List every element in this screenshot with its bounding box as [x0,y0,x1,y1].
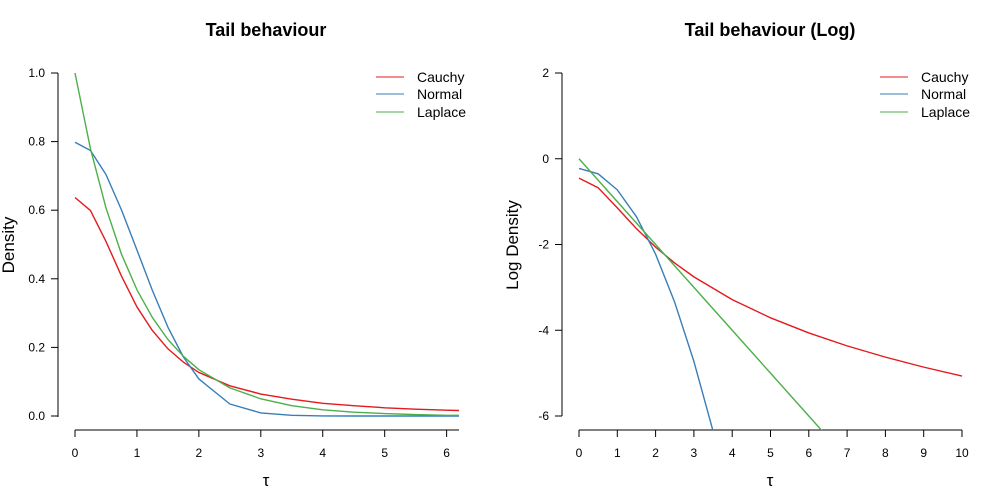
series-line-cauchy [578,177,963,377]
x-tick-label: 0 [576,446,583,460]
legend-label-cauchy: Cauchy [921,69,968,85]
x-tick-label: 4 [319,446,326,460]
chart-title: Tail behaviour (Log) [685,20,856,40]
x-tick-label: 2 [652,446,659,460]
x-tick-label: 8 [882,446,889,460]
y-tick-label: -6 [538,409,549,423]
legend-label-normal: Normal [921,86,966,102]
x-tick-label: 0 [72,446,79,460]
y-tick-label: -2 [538,238,549,252]
y-axis-label: Density [0,216,18,273]
y-tick-label: 0.8 [28,135,45,149]
x-tick-label: 2 [196,446,203,460]
x-tick-label: 6 [805,446,812,460]
x-ticks: 0 1 2 3 4 5 6 [72,430,450,460]
x-tick-label: 10 [955,446,969,460]
x-tick-label: 3 [691,446,698,460]
x-axis-label: τ [263,471,270,490]
x-tick-label: 1 [614,446,621,460]
x-axis-label: τ [767,471,774,490]
series-line-laplace [578,158,823,430]
legend-label-normal: Normal [417,86,462,102]
x-tick-label: 6 [443,446,450,460]
y-tick-label: 0.2 [28,340,45,354]
legend: Cauchy Normal Laplace [880,69,970,120]
x-tick-label: 5 [381,446,388,460]
chart-title: Tail behaviour [206,20,327,40]
x-tick-label: 1 [134,446,141,460]
x-axis: 0 1 2 3 4 5 6 [72,429,459,460]
x-ticks: 0 1 2 3 4 5 6 7 8 9 10 [576,430,969,460]
series-line-cauchy [74,196,460,412]
y-tick-label: 2 [542,66,549,80]
x-tick-label: 9 [920,446,927,460]
y-axis: 0.0 0.2 0.4 0.6 0.8 1.0 [28,66,59,423]
x-tick-label: 3 [257,446,264,460]
series-line-normal [74,141,459,417]
y-ticks: 0.0 0.2 0.4 0.6 0.8 1.0 [28,66,58,423]
y-tick-label: -4 [538,323,549,337]
y-tick-label: 0 [542,152,549,166]
y-tick-label: 0.0 [28,409,45,423]
y-tick-label: 1.0 [28,66,45,80]
legend-label-cauchy: Cauchy [417,69,464,85]
x-tick-label: 4 [729,446,736,460]
x-tick-label: 7 [844,446,851,460]
y-ticks: -6 -4 -2 0 2 [538,66,562,423]
series-line-normal [578,167,714,430]
series-lines [74,72,460,417]
x-tick-label: 5 [767,446,774,460]
legend-label-laplace: Laplace [417,104,466,120]
y-tick-label: 0.6 [28,203,45,217]
y-axis-label: Log Density [503,200,522,290]
x-axis: 0 1 2 3 4 5 6 7 8 9 10 [576,429,969,460]
legend: Cauchy Normal Laplace [376,69,466,120]
y-axis: -6 -4 -2 0 2 [538,66,563,423]
chart-right: Tail behaviour (Log) τ Log Density 0 1 2 3 4… [503,20,970,490]
legend-label-laplace: Laplace [921,104,970,120]
y-tick-label: 0.4 [28,272,45,286]
series-lines [578,158,963,430]
series-line-laplace [74,72,459,417]
